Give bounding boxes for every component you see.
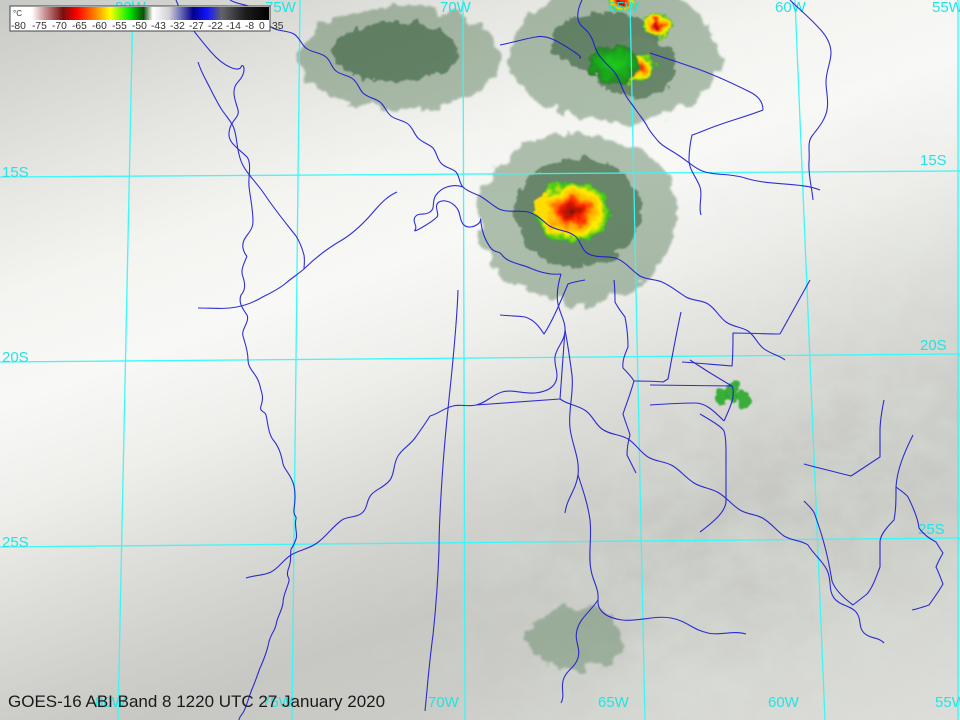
svg-text:-43: -43 [151,21,166,32]
svg-text:0: 0 [259,21,265,32]
svg-text:-80: -80 [11,21,26,32]
svg-text:-27: -27 [189,21,204,32]
svg-text:-70: -70 [52,21,67,32]
svg-text:-65: -65 [72,21,87,32]
svg-text:-75: -75 [32,21,47,32]
svg-text:-50: -50 [132,21,147,32]
svg-text:-8: -8 [245,21,254,32]
svg-text:-55: -55 [112,21,127,32]
svg-text:-32: -32 [170,21,185,32]
svg-text:35: 35 [272,21,284,32]
svg-text:-60: -60 [92,21,107,32]
svg-text:-14: -14 [226,21,241,32]
svg-text:-22: -22 [208,21,223,32]
svg-text:°C: °C [13,9,22,18]
